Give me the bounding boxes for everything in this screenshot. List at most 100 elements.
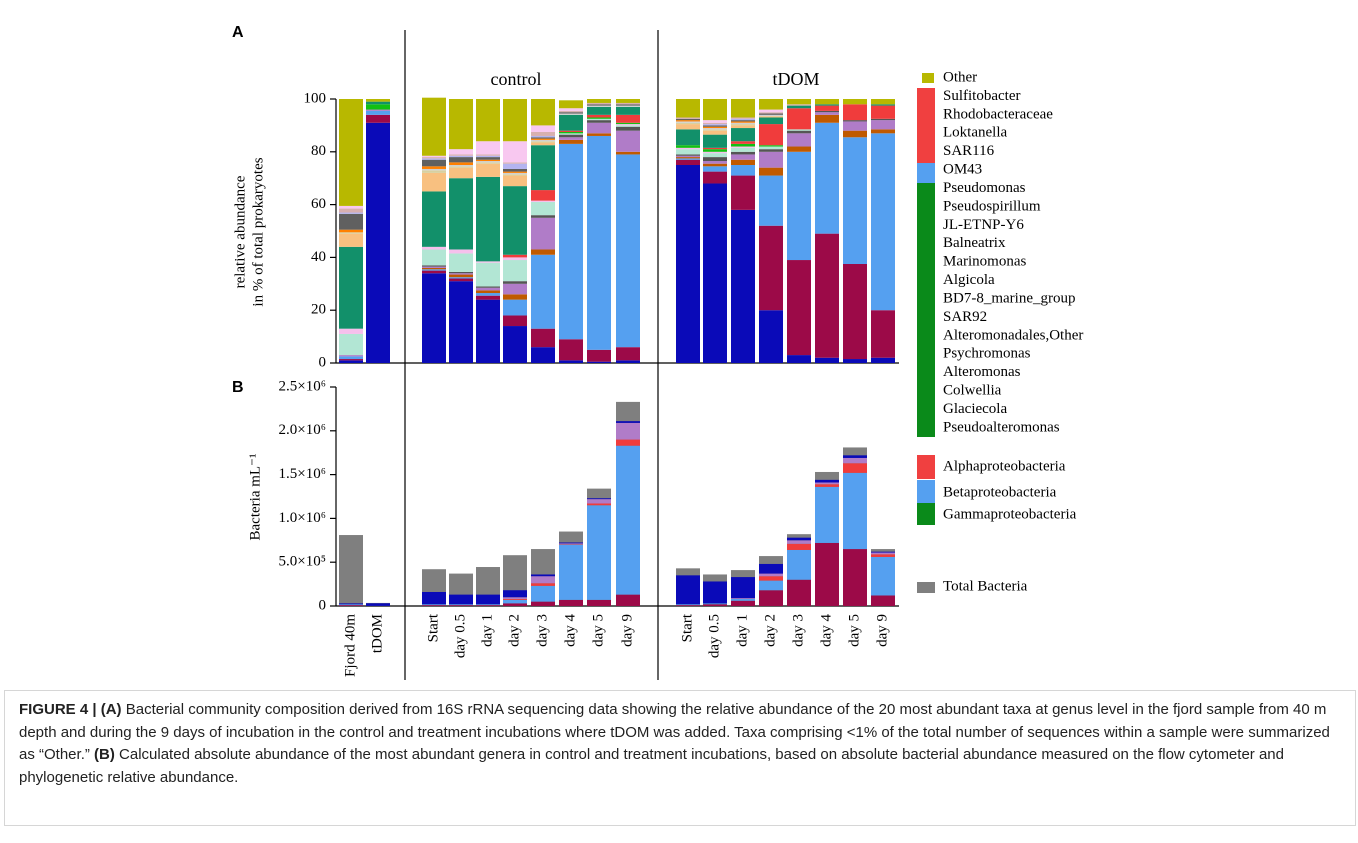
bar-segment	[703, 581, 727, 604]
bar-segment	[871, 120, 895, 130]
bar-segment	[339, 603, 363, 605]
bar-segment	[815, 110, 839, 113]
bar-segment	[703, 120, 727, 123]
bar-segment	[531, 347, 555, 363]
bar-segment	[531, 328, 555, 348]
bar-segment	[731, 159, 755, 165]
bar-segment	[587, 106, 611, 115]
bar-segment	[731, 577, 755, 599]
bar-segment	[339, 604, 363, 606]
x-tick-label: Start	[425, 613, 441, 642]
figure: A B control tDOM relative abundance in %…	[232, 24, 1083, 680]
y-tick-label: 5.0×10⁵	[279, 554, 326, 570]
legend-label: Psychromonas	[943, 346, 1031, 362]
x-tick-label: day 4	[818, 614, 834, 647]
bar-segment	[787, 105, 811, 109]
bar-segment	[731, 128, 755, 142]
bar-segment	[587, 361, 611, 363]
bar-segment	[843, 99, 867, 105]
bar-segment	[616, 594, 640, 606]
bar-segment	[759, 112, 783, 114]
bar-segment	[531, 574, 555, 577]
bar-segment	[559, 132, 583, 134]
bar-segment	[503, 141, 527, 163]
bar-segment	[476, 162, 500, 164]
bar-segment	[815, 104, 839, 106]
bar-segment	[559, 130, 583, 132]
bar-segment	[422, 273, 446, 363]
bar-segment	[531, 99, 555, 126]
bar-segment	[531, 217, 555, 250]
y-tick-label: 2.5×10⁶	[279, 378, 326, 394]
caption-text: Calculated absolute abundance of the mos…	[19, 746, 1284, 786]
bar-segment	[339, 360, 363, 363]
bar-segment	[843, 121, 867, 131]
bar-segment	[815, 122, 839, 234]
legend-label: Pseudoalteromonas	[943, 419, 1060, 435]
bar-segment	[843, 130, 867, 138]
bar-segment	[759, 117, 783, 125]
legend-label: Loktanella	[943, 125, 1007, 141]
bar-segment	[843, 455, 867, 458]
x-tick-label: day 4	[562, 614, 578, 647]
bar-segment	[449, 604, 473, 606]
bar-segment	[422, 158, 446, 160]
bar-segment	[731, 209, 755, 363]
bar-segment	[676, 122, 700, 125]
x-tick-label: day 1	[734, 614, 750, 647]
bar-segment	[676, 575, 700, 605]
bar-segment	[759, 116, 783, 118]
bar-segment	[616, 102, 640, 105]
bar-segment	[587, 104, 611, 106]
bar-segment	[871, 551, 895, 553]
bar-segment	[503, 299, 527, 316]
bar-segment	[422, 168, 446, 171]
bar-segment	[503, 603, 527, 606]
bar-segment	[476, 295, 500, 300]
bar-segment	[759, 175, 783, 226]
bar-segment	[422, 155, 446, 158]
bar-segment	[503, 599, 527, 604]
bar-segment	[449, 167, 473, 179]
caption-text: Bacterial community composition derived …	[19, 701, 1330, 764]
legend-label: Pseudomonas	[943, 180, 1026, 196]
x-tick-label: day 3	[790, 614, 806, 647]
bar-segment	[476, 99, 500, 142]
bar-segment	[531, 190, 555, 201]
bar-segment	[422, 266, 446, 268]
bar-segment	[759, 149, 783, 152]
class-bar	[917, 88, 935, 163]
legend-label: Algicola	[943, 272, 995, 288]
bar-segment	[676, 121, 700, 123]
x-tick-label: day 5	[590, 614, 606, 647]
bar-segment	[503, 175, 527, 187]
bar-segment	[476, 594, 500, 605]
bar-segment	[422, 97, 446, 156]
legend-label: Alteromonas	[943, 364, 1021, 380]
bar-segment	[703, 129, 727, 131]
bar-segment	[339, 605, 363, 606]
bar-segment	[531, 137, 555, 139]
panel-label: B	[232, 379, 244, 396]
bar-segment	[476, 157, 500, 160]
bar-segment	[616, 439, 640, 446]
x-tick-label: day 3	[534, 614, 550, 647]
bar-segment	[815, 112, 839, 115]
bar-segment	[587, 120, 611, 123]
bar-segment	[587, 505, 611, 600]
bar-segment	[476, 290, 500, 294]
bar-segment	[449, 154, 473, 156]
bar-segment	[339, 213, 363, 230]
legend-label: Betaproteobacteria	[943, 484, 1057, 500]
bar-segment	[616, 154, 640, 348]
bar-segment	[815, 357, 839, 363]
bar-segment	[787, 99, 811, 105]
legend-label: Sulfitobacter	[943, 88, 1020, 104]
bar-segment	[703, 183, 727, 363]
y-axis-label: relative abundance	[232, 175, 248, 288]
bar-segment	[815, 105, 839, 111]
bar-segment	[759, 109, 783, 113]
bar-segment	[787, 108, 811, 130]
bar-segment	[587, 349, 611, 362]
bar-segment	[339, 205, 363, 209]
